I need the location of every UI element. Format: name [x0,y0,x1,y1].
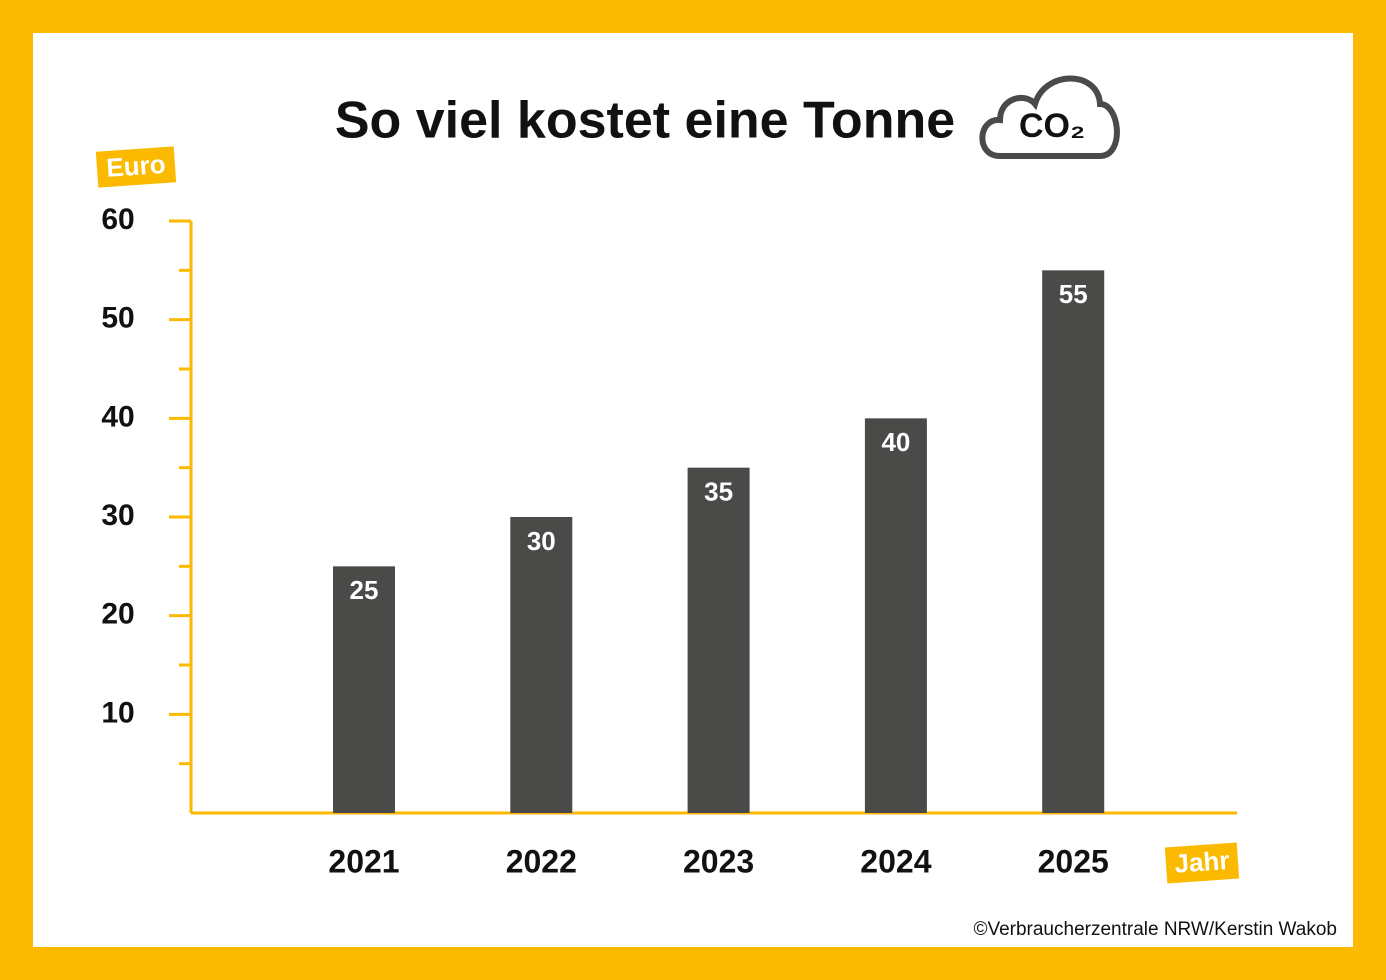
bar [687,467,750,813]
y-tick-label: 20 [101,598,134,631]
x-tick-label: 2024 [860,843,931,879]
bar [510,517,573,813]
value-label: 40 [881,427,910,457]
y-axis-label: Euro [105,149,166,183]
value-label: 35 [704,477,733,507]
y-label-tag [95,146,177,188]
bar [864,418,927,813]
icon-label: CO₂ [1019,107,1085,145]
bar [333,566,395,813]
value-label: 55 [1059,279,1088,309]
x-tick-label: 2023 [683,843,754,879]
value-label: 25 [350,575,379,605]
y-tick-label: 30 [101,499,134,532]
x-tick-label: 2025 [1038,843,1109,879]
chart-title: So viel kostet eine Tonne [335,92,955,150]
y-tick-label: 10 [101,696,134,729]
x-tick-label: 2022 [506,843,577,879]
credit: ©Verbraucherzentrale NRW/Kerstin Wakob [973,919,1337,940]
value-label: 30 [527,526,556,556]
x-axis-label: Jahr [1173,845,1230,879]
x-label-tag [1164,842,1240,884]
y-tick-label: 60 [101,203,134,236]
y-tick-label: 40 [101,400,134,433]
x-tick-label: 2021 [328,843,399,879]
bar [1042,270,1105,813]
cloud-icon [979,75,1120,159]
y-tick-label: 50 [101,302,134,335]
